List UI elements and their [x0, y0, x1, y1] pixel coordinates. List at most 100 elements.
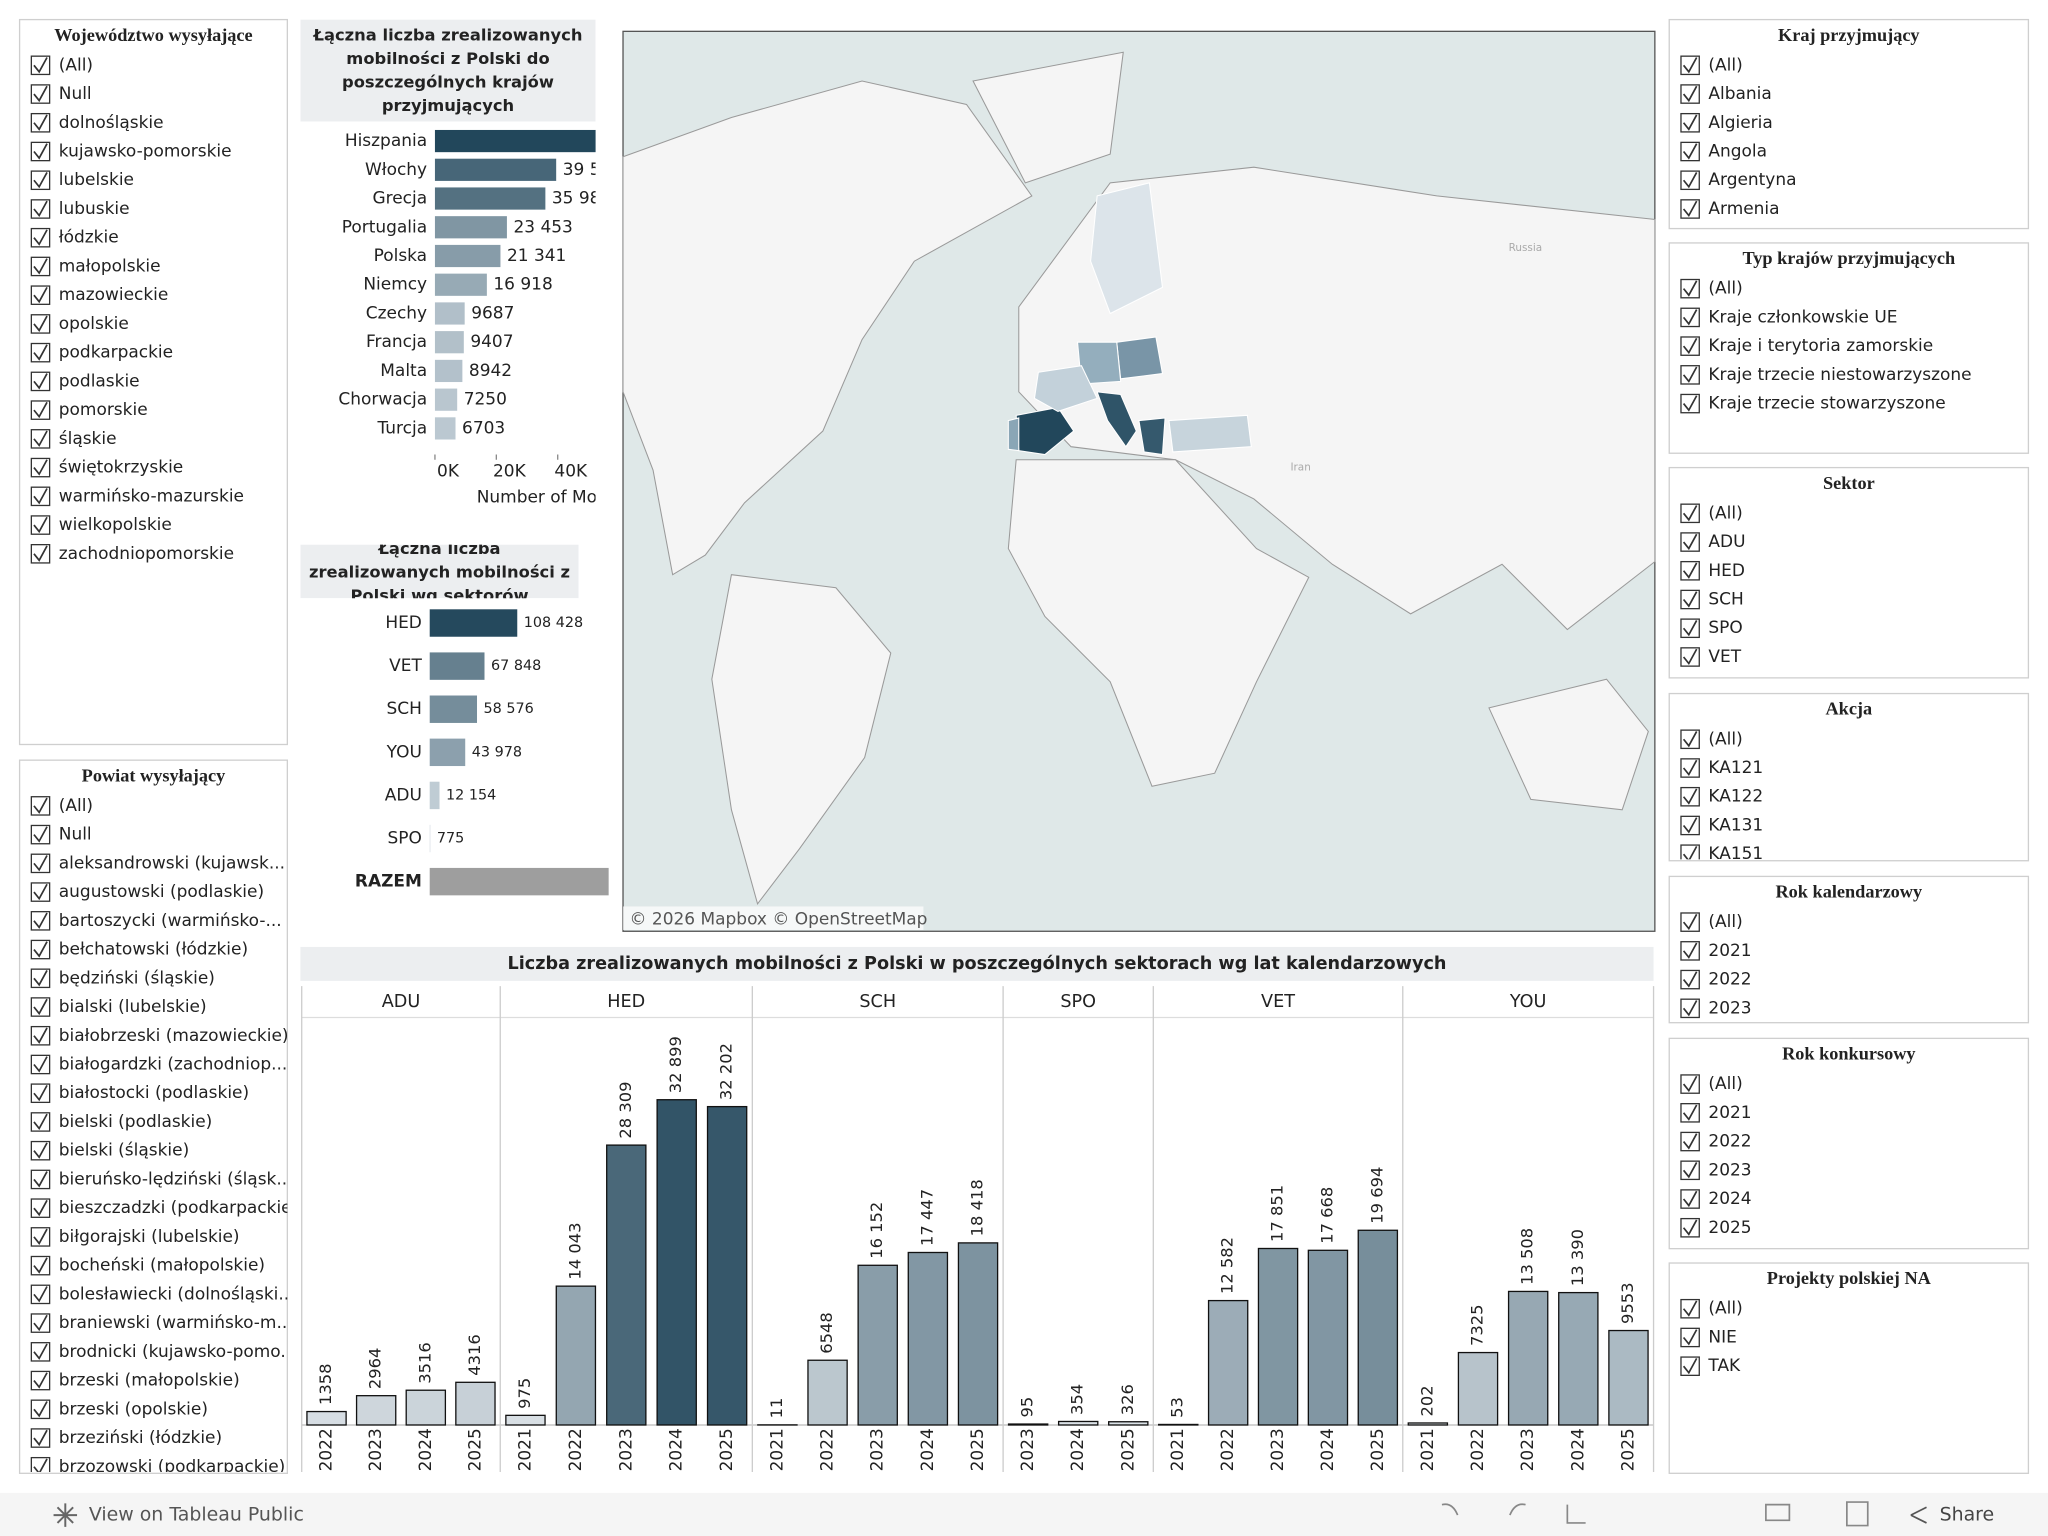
filter-checkbox[interactable]: 2023: [1680, 998, 1752, 1018]
filter-checkbox[interactable]: Kraje i terytoria zamorskie: [1680, 336, 1933, 356]
filter-item[interactable]: Kraje trzecie niestowarzyszone: [1708, 365, 1971, 385]
filter-checkbox[interactable]: małopolskie: [30, 256, 161, 276]
filter-checkbox[interactable]: Albania: [1680, 84, 1772, 104]
filter-checkbox[interactable]: KA131: [1680, 815, 1763, 835]
filter-checkbox[interactable]: SCH: [1680, 590, 1744, 610]
filter-item[interactable]: wielkopolskie: [59, 515, 172, 535]
filter-item[interactable]: 2022: [1708, 970, 1751, 990]
filter-item[interactable]: (All): [59, 796, 93, 816]
filter-item[interactable]: (All): [1708, 729, 1742, 749]
filter-checkbox[interactable]: 2022: [1680, 1132, 1752, 1152]
filter-item[interactable]: Armenia: [1708, 199, 1779, 219]
filter-item[interactable]: SPO: [1708, 618, 1742, 638]
filter-item[interactable]: braniewski (warmińsko-m...: [59, 1313, 293, 1333]
filter-checkbox[interactable]: brzeziński (łódzkie): [30, 1428, 222, 1448]
filter-item[interactable]: biłgorajski (lubelskie): [59, 1227, 240, 1247]
filter-item[interactable]: (All): [1708, 1299, 1742, 1319]
filter-item[interactable]: opolskie: [59, 314, 129, 334]
filter-checkbox[interactable]: bialski (lubelskie): [30, 997, 207, 1017]
filter-item[interactable]: KA151: [1708, 844, 1763, 864]
filter-checkbox[interactable]: Null: [30, 825, 92, 845]
filter-checkbox[interactable]: brzozowski (podkarpackie): [30, 1457, 285, 1477]
filter-checkbox[interactable]: dolnośląskie: [30, 113, 164, 133]
filter-checkbox[interactable]: bielski (śląskie): [30, 1141, 189, 1161]
filter-checkbox[interactable]: będziński (śląskie): [30, 968, 215, 988]
filter-checkbox[interactable]: opolskie: [30, 314, 129, 334]
filter-checkbox[interactable]: 2021: [1680, 941, 1752, 961]
filter-checkbox[interactable]: KA121: [1680, 758, 1763, 778]
filter-checkbox[interactable]: NIE: [1680, 1327, 1737, 1347]
filter-checkbox[interactable]: HED: [1680, 561, 1745, 581]
filter-item[interactable]: augustowski (podlaskie): [59, 882, 264, 902]
filter-item[interactable]: białogardzki (zachodniop...: [59, 1054, 288, 1074]
filter-item[interactable]: dolnośląskie: [59, 113, 164, 133]
filter-checkbox[interactable]: brodnicki (kujawsko-pomo...: [30, 1342, 297, 1362]
filter-checkbox[interactable]: Kraje trzecie stowarzyszone: [1680, 394, 1946, 414]
filter-checkbox[interactable]: KA122: [1680, 787, 1763, 807]
filter-item[interactable]: NIE: [1708, 1327, 1736, 1347]
filter-checkbox[interactable]: bielski (podlaskie): [30, 1112, 212, 1132]
filter-item[interactable]: VET: [1708, 647, 1741, 667]
filter-item[interactable]: Albania: [1708, 84, 1771, 104]
filter-checkbox[interactable]: 2024: [1680, 1189, 1752, 1209]
filter-checkbox[interactable]: (All): [1680, 279, 1743, 299]
filter-item[interactable]: bielski (śląskie): [59, 1141, 189, 1161]
filter-item[interactable]: białostocki (podlaskie): [59, 1083, 249, 1103]
filter-checkbox[interactable]: bartoszycki (warmińsko-...: [30, 911, 282, 931]
filter-item[interactable]: (All): [1708, 912, 1742, 932]
filter-item[interactable]: mazowieckie: [59, 285, 169, 305]
filter-checkbox[interactable]: (All): [30, 55, 93, 75]
filter-checkbox[interactable]: ADU: [1680, 532, 1746, 552]
filter-item[interactable]: Algieria: [1708, 113, 1772, 133]
filter-checkbox[interactable]: pomorskie: [30, 400, 148, 420]
filter-checkbox[interactable]: Angola: [1680, 142, 1767, 162]
filter-item[interactable]: lubelskie: [59, 170, 134, 190]
filter-item[interactable]: warmińsko-mazurskie: [59, 486, 244, 506]
filter-checkbox[interactable]: brzeski (małopolskie): [30, 1371, 240, 1391]
filter-checkbox[interactable]: śląskie: [30, 429, 117, 449]
filter-item[interactable]: kujawsko-pomorskie: [59, 142, 232, 162]
filter-item[interactable]: KA122: [1708, 787, 1763, 807]
filter-item[interactable]: brzeski (opolskie): [59, 1399, 208, 1419]
filter-checkbox[interactable]: Kraje członkowskie UE: [1680, 307, 1898, 327]
filter-checkbox[interactable]: warmińsko-mazurskie: [30, 486, 244, 506]
filter-item[interactable]: pomorskie: [59, 400, 148, 420]
filter-item[interactable]: brodnicki (kujawsko-pomo...: [59, 1342, 297, 1362]
filter-checkbox[interactable]: (All): [30, 796, 93, 816]
toolbar-icons[interactable]: [1441, 1501, 1869, 1527]
filter-item[interactable]: świętokrzyskie: [59, 458, 183, 478]
filter-item[interactable]: (All): [59, 55, 93, 75]
filter-item[interactable]: bocheński (małopolskie): [59, 1256, 265, 1276]
filter-checkbox[interactable]: podkarpackie: [30, 343, 173, 363]
filter-item[interactable]: Argentyna: [1708, 170, 1796, 190]
filter-item[interactable]: 2021: [1708, 1103, 1751, 1123]
filter-checkbox[interactable]: bocheński (małopolskie): [30, 1256, 265, 1276]
filter-item[interactable]: łódzkie: [59, 228, 119, 248]
filter-item[interactable]: będziński (śląskie): [59, 968, 215, 988]
filter-item[interactable]: brzeski (małopolskie): [59, 1371, 240, 1391]
filter-checkbox[interactable]: łódzkie: [30, 228, 119, 248]
filter-checkbox[interactable]: aleksandrowski (kujawsk...: [30, 853, 285, 873]
filter-item[interactable]: aleksandrowski (kujawsk...: [59, 853, 285, 873]
filter-item[interactable]: 2023: [1708, 1160, 1751, 1180]
filter-item[interactable]: Kraje i terytoria zamorskie: [1708, 336, 1933, 356]
filter-checkbox[interactable]: 2022: [1680, 970, 1752, 990]
filter-item[interactable]: małopolskie: [59, 256, 161, 276]
filter-checkbox[interactable]: SPO: [1680, 618, 1743, 638]
filter-checkbox[interactable]: lubuskie: [30, 199, 130, 219]
filter-item[interactable]: 2024: [1708, 1189, 1751, 1209]
filter-checkbox[interactable]: wielkopolskie: [30, 515, 172, 535]
filter-item[interactable]: KA131: [1708, 815, 1763, 835]
filter-item[interactable]: lubuskie: [59, 199, 130, 219]
filter-item[interactable]: śląskie: [59, 429, 117, 449]
filter-item[interactable]: SCH: [1708, 590, 1743, 610]
filter-item[interactable]: brzeziński (łódzkie): [59, 1428, 222, 1448]
filter-item[interactable]: białobrzeski (mazowieckie): [59, 1026, 289, 1046]
filter-item[interactable]: TAK: [1707, 1356, 1741, 1376]
filter-item[interactable]: bialski (lubelskie): [59, 997, 207, 1017]
filter-item[interactable]: (All): [1708, 503, 1742, 523]
filter-checkbox[interactable]: podlaskie: [30, 371, 140, 391]
filter-item[interactable]: (All): [1708, 279, 1742, 299]
filter-checkbox[interactable]: VET: [1680, 647, 1742, 667]
filter-item[interactable]: 2022: [1708, 1132, 1751, 1152]
